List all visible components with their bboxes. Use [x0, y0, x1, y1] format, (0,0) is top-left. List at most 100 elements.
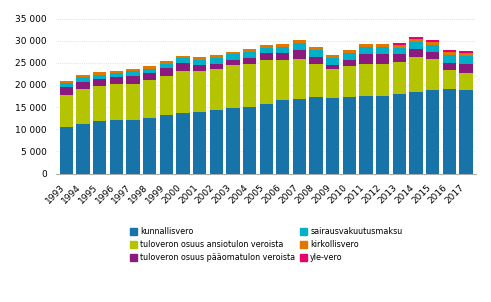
Bar	[176, 58, 190, 63]
Bar	[293, 43, 306, 50]
Bar	[193, 71, 206, 111]
Bar	[210, 69, 223, 110]
Bar	[176, 71, 190, 113]
Bar	[276, 60, 290, 100]
Bar	[226, 108, 240, 174]
Bar	[376, 54, 389, 64]
Bar	[193, 57, 206, 60]
Bar	[443, 63, 456, 70]
Bar	[143, 80, 156, 118]
Bar	[143, 72, 156, 80]
Bar	[343, 53, 356, 60]
Bar	[426, 42, 439, 45]
Bar	[126, 120, 139, 174]
Bar	[359, 44, 373, 47]
Bar	[326, 98, 339, 174]
Bar	[210, 55, 223, 58]
Bar	[276, 53, 290, 60]
Bar	[409, 42, 423, 49]
Bar	[243, 50, 256, 52]
Bar	[326, 69, 339, 98]
Bar	[226, 66, 240, 108]
Bar	[326, 65, 339, 69]
Bar	[460, 51, 473, 53]
Bar	[443, 52, 456, 55]
Bar	[326, 55, 339, 58]
Bar	[460, 90, 473, 174]
Legend: kunnallisvero, tuloveron osuus ansiotulon veroista, tuloveron osuus pääomatulon : kunnallisvero, tuloveron osuus ansiotulo…	[130, 227, 402, 262]
Bar	[393, 62, 406, 94]
Bar	[309, 47, 323, 50]
Bar	[359, 64, 373, 96]
Bar	[293, 50, 306, 59]
Bar	[160, 68, 173, 76]
Bar	[293, 40, 306, 43]
Bar	[126, 71, 139, 76]
Bar	[309, 64, 323, 97]
Bar	[393, 94, 406, 174]
Bar	[126, 84, 139, 120]
Bar	[143, 69, 156, 72]
Bar	[376, 44, 389, 47]
Bar	[226, 52, 240, 54]
Bar	[210, 110, 223, 174]
Bar	[260, 48, 273, 53]
Bar	[460, 56, 473, 64]
Bar	[409, 49, 423, 56]
Bar	[409, 92, 423, 174]
Bar	[426, 90, 439, 174]
Bar	[160, 61, 173, 64]
Bar	[376, 47, 389, 54]
Bar	[93, 86, 107, 121]
Bar	[193, 60, 206, 65]
Bar	[393, 43, 406, 45]
Bar	[160, 76, 173, 115]
Bar	[210, 58, 223, 64]
Bar	[176, 63, 190, 71]
Bar	[276, 100, 290, 174]
Bar	[460, 64, 473, 72]
Bar	[426, 45, 439, 52]
Bar	[210, 64, 223, 69]
Bar	[326, 58, 339, 65]
Bar	[93, 72, 107, 75]
Bar	[76, 124, 90, 174]
Bar	[109, 120, 123, 174]
Bar	[243, 52, 256, 58]
Bar	[343, 66, 356, 97]
Bar	[93, 79, 107, 86]
Bar	[143, 66, 156, 69]
Bar	[460, 53, 473, 56]
Bar	[376, 64, 389, 95]
Bar	[226, 60, 240, 66]
Bar	[443, 55, 456, 63]
Bar	[260, 104, 273, 174]
Bar	[93, 121, 107, 174]
Bar	[176, 56, 190, 58]
Bar	[393, 45, 406, 48]
Bar	[309, 56, 323, 64]
Bar	[93, 75, 107, 79]
Bar	[443, 89, 456, 174]
Bar	[243, 64, 256, 107]
Bar	[76, 82, 90, 89]
Bar	[409, 37, 423, 40]
Bar	[226, 54, 240, 60]
Bar	[160, 64, 173, 68]
Bar	[109, 84, 123, 120]
Bar	[60, 127, 73, 174]
Bar	[293, 59, 306, 99]
Bar	[343, 97, 356, 174]
Bar	[276, 47, 290, 53]
Bar	[109, 73, 123, 77]
Bar	[193, 111, 206, 174]
Bar	[126, 76, 139, 84]
Bar	[243, 107, 256, 174]
Bar	[426, 59, 439, 90]
Bar	[143, 118, 156, 174]
Bar	[60, 95, 73, 127]
Bar	[343, 50, 356, 53]
Bar	[343, 60, 356, 66]
Bar	[443, 70, 456, 89]
Bar	[426, 52, 439, 59]
